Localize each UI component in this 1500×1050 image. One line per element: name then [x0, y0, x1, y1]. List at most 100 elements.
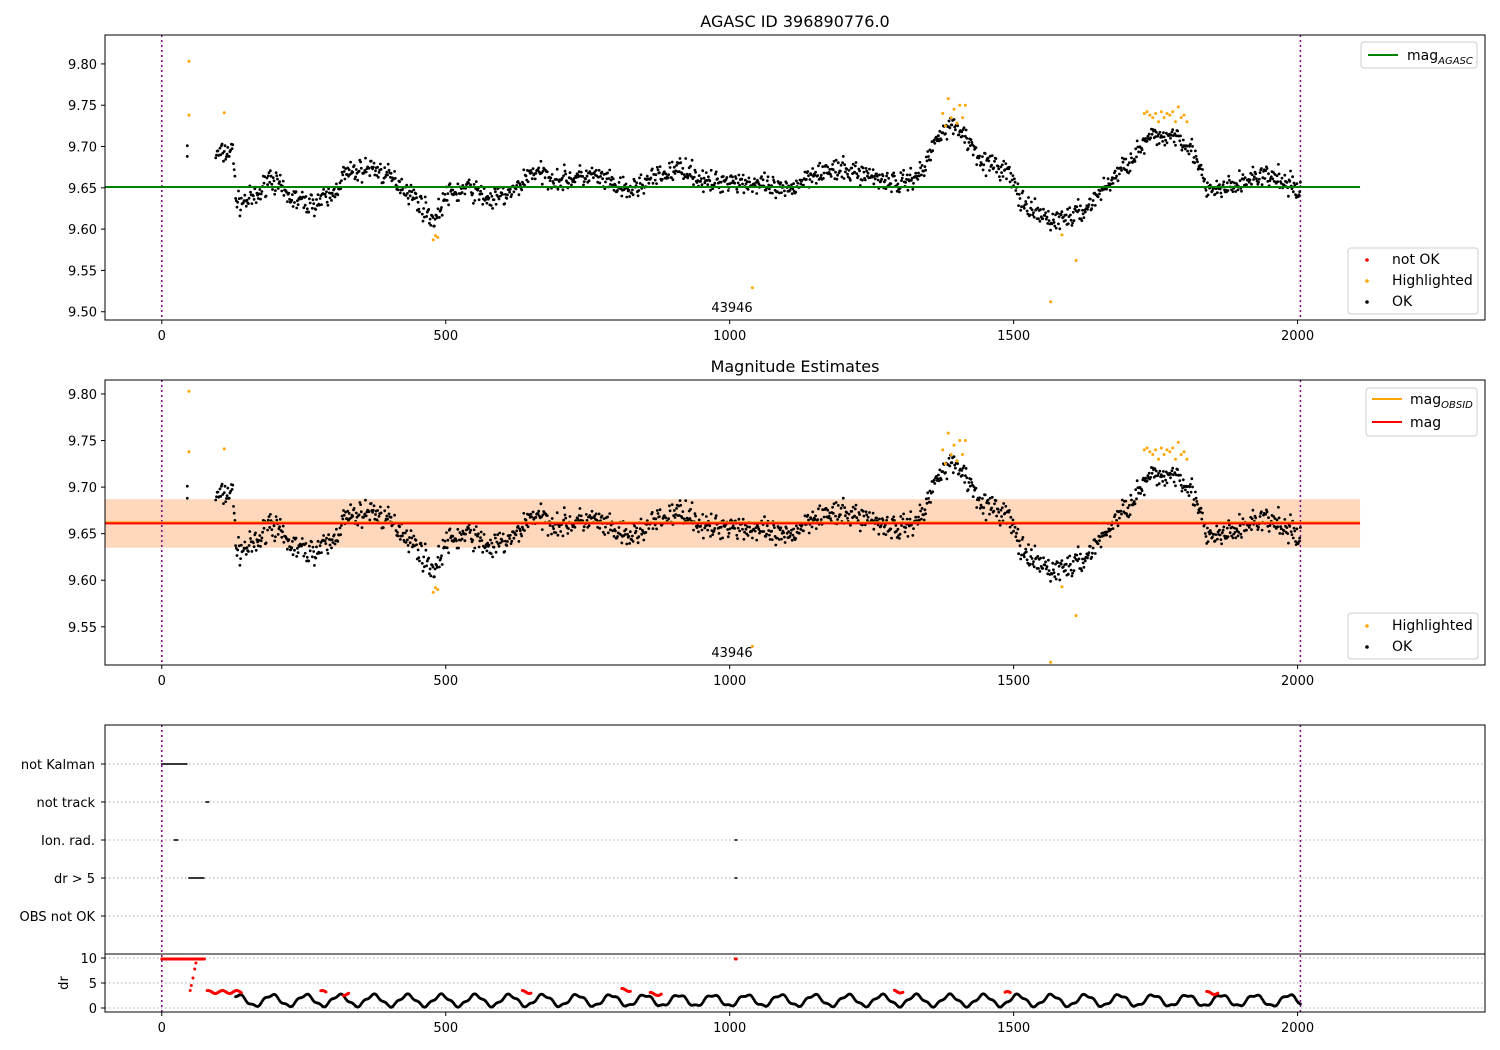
ok-point [1156, 474, 1160, 477]
ok-point [1126, 163, 1130, 167]
ok-point [1227, 174, 1231, 178]
ok-point [275, 518, 279, 522]
ok-point [341, 173, 345, 177]
ok-point [508, 533, 512, 537]
ok-point [445, 531, 448, 534]
ok-point [367, 510, 371, 513]
ok-point [616, 535, 619, 538]
ok-point [352, 507, 356, 510]
ok-point [223, 484, 227, 488]
ok-point [751, 190, 754, 194]
ok-point [249, 537, 252, 540]
ok-point [374, 169, 377, 173]
ok-point [441, 538, 445, 542]
ok-point [828, 168, 832, 171]
ok-point [965, 136, 969, 140]
ok-point [757, 527, 761, 531]
ok-point [270, 528, 274, 531]
ok-point [336, 540, 340, 543]
ok-point [1130, 498, 1133, 502]
ok-point [233, 174, 237, 178]
highlighted-point [1162, 453, 1166, 456]
ok-point [518, 183, 522, 187]
ok-point [501, 539, 504, 543]
ok-point [847, 169, 851, 172]
ok-point [1239, 532, 1243, 536]
ok-point [1266, 180, 1270, 183]
ok-point [526, 180, 530, 184]
ok-point [939, 138, 943, 142]
ok-point [250, 202, 254, 206]
ok-point [706, 183, 710, 187]
ok-point [1010, 178, 1014, 182]
ok-point [1245, 183, 1248, 187]
ok-point [420, 197, 423, 200]
ok-point [1192, 498, 1196, 501]
ok-point [1098, 539, 1101, 542]
ok-point [1264, 169, 1267, 173]
dr-flagged-point [239, 991, 243, 995]
ok-point [704, 171, 708, 175]
ok-point [264, 194, 268, 198]
ok-point [844, 170, 847, 174]
ok-point [778, 538, 781, 541]
ok-point [1189, 483, 1192, 486]
ok-point [1173, 471, 1177, 475]
ok-point [1171, 466, 1175, 470]
ok-point [575, 176, 578, 179]
ok-point [1161, 140, 1165, 143]
ok-point [474, 525, 478, 528]
ok-point [1071, 571, 1074, 575]
ok-point [556, 187, 560, 191]
ok-point [1008, 525, 1012, 529]
ok-point [354, 511, 358, 515]
ok-point [424, 201, 428, 204]
ok-point [856, 519, 860, 522]
ok-point [546, 534, 550, 537]
highlighted-point [1168, 450, 1172, 454]
ok-point [1222, 525, 1226, 529]
ok-point [1268, 524, 1272, 527]
ok-point [1068, 554, 1072, 558]
ok-point [1234, 536, 1238, 540]
ok-point [232, 168, 236, 172]
ok-point [368, 174, 372, 178]
ok-point [1009, 171, 1013, 175]
ok-point [929, 158, 932, 162]
ok-point [531, 510, 535, 514]
ok-point [1233, 530, 1237, 534]
ok-point [481, 550, 485, 554]
ok-point [225, 494, 229, 498]
ok-point [962, 464, 966, 468]
ok-point [1105, 530, 1109, 534]
ok-point [969, 138, 973, 142]
ok-point [1091, 551, 1094, 555]
ok-point [485, 549, 489, 553]
ok-point [1135, 497, 1138, 501]
ok-point [376, 509, 379, 512]
ok-point [827, 514, 831, 518]
ok-point [937, 479, 941, 483]
ok-point [905, 177, 908, 181]
ok-point [864, 167, 868, 170]
ok-point [1176, 468, 1179, 471]
ok-point [342, 170, 346, 173]
ok-point [690, 501, 694, 504]
ok-point [491, 207, 494, 210]
ok-point [1164, 478, 1167, 482]
ok-point [387, 512, 391, 516]
ok-point [832, 159, 836, 163]
ok-point [768, 191, 772, 195]
ok-point [944, 471, 947, 474]
ok-point [506, 193, 509, 197]
ok-point [614, 529, 617, 533]
ok-point [700, 528, 704, 532]
ok-point [503, 550, 507, 553]
dr-flagged-point [659, 992, 663, 996]
ok-point [1218, 187, 1222, 191]
ok-point [1288, 524, 1292, 528]
ok-point [1037, 217, 1040, 221]
ok-point [746, 180, 749, 184]
ok-point [966, 488, 970, 491]
ok-point [313, 214, 316, 218]
